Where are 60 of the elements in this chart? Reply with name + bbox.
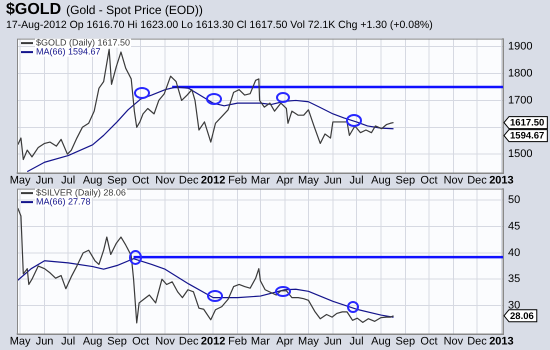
x-tick-label: Aug xyxy=(371,336,391,348)
x-tick-label: Oct xyxy=(420,174,438,187)
x-tick-label: Mar xyxy=(250,336,270,348)
x-tick-label: Jul xyxy=(349,336,364,348)
x-tick-label: Jul xyxy=(61,336,76,348)
x-tick-label: Dec xyxy=(178,174,199,187)
chart-title: $GOLD (Gold - Spot Price (EOD)) xyxy=(6,1,203,18)
x-tick-label: May xyxy=(298,336,320,348)
x-tick-label: Oct xyxy=(132,336,150,348)
x-tick-label: Apr xyxy=(276,336,294,348)
y-tick-label: 40 xyxy=(508,246,520,259)
x-tick-label: Nov xyxy=(444,336,464,348)
x-tick-label: Sep xyxy=(107,174,127,187)
x-tick-label: Oct xyxy=(132,174,150,187)
y-tick-label: 1500 xyxy=(508,148,532,160)
x-tick-label: Mar xyxy=(250,174,270,187)
x-tick-label: May xyxy=(298,174,320,187)
y-tick-label: 45 xyxy=(508,220,520,233)
text: 1594.67 xyxy=(510,130,544,142)
x-tick-label: Nov xyxy=(444,174,464,187)
text: 1617.50 xyxy=(510,118,544,129)
x-tick-label: May xyxy=(10,336,32,348)
y-tick-label: 35 xyxy=(508,273,520,286)
x-tick-label: Jun xyxy=(324,336,342,348)
legend-label: $GOLD (Daily) 1617.50 xyxy=(36,38,130,48)
legend-label: $SILVER (Daily) 28.06 xyxy=(36,188,126,198)
text: 28.06 xyxy=(510,310,534,322)
y-tick-label: 1800 xyxy=(508,68,532,80)
chart-subtitle: 17-Aug-2012 Op 1616.70 Hi 1623.00 Lo 1613.30 Cl 1617.50 Vol 72.1K Chg +1.30 (+0.08%) xyxy=(6,19,433,31)
x-tick-label: Dec xyxy=(178,336,199,348)
legend-label: MA(66) 1594.67 xyxy=(36,46,101,57)
x-tick-label: 2012 xyxy=(200,174,226,187)
y-tick-label: 50 xyxy=(508,194,520,206)
x-tick-label: Dec xyxy=(467,336,488,348)
x-tick-label: 2013 xyxy=(489,174,514,187)
x-tick-label: Aug xyxy=(371,174,391,187)
x-tick-label: Sep xyxy=(107,336,127,348)
x-tick-label: Jun xyxy=(36,336,54,348)
x-tick-label: Apr xyxy=(276,174,294,187)
x-tick-label: Feb xyxy=(228,174,248,187)
x-tick-label: Nov xyxy=(155,336,176,348)
legend-label: MA(66) 27.78 xyxy=(36,196,91,207)
x-tick-label: Sep xyxy=(396,174,416,187)
x-tick-label: Aug xyxy=(82,336,102,348)
x-tick-label: Aug xyxy=(82,174,102,187)
x-tick-label: Jul xyxy=(349,174,364,187)
x-tick-label: Jun xyxy=(324,174,342,187)
y-tick-label: 1700 xyxy=(508,94,532,106)
y-tick-label: 30 xyxy=(508,300,520,312)
x-tick-label: Jul xyxy=(61,174,76,187)
x-tick-label: Dec xyxy=(467,174,488,187)
x-tick-label: 2012 xyxy=(200,336,226,348)
x-tick-label: 2013 xyxy=(489,336,514,348)
y-tick-label: 1900 xyxy=(508,40,532,53)
x-tick-label: Feb xyxy=(228,336,248,348)
x-tick-label: Sep xyxy=(396,336,416,348)
x-tick-label: Nov xyxy=(155,174,176,187)
x-tick-label: May xyxy=(10,174,32,187)
x-tick-label: Oct xyxy=(420,336,438,348)
x-tick-label: Jun xyxy=(36,174,54,187)
